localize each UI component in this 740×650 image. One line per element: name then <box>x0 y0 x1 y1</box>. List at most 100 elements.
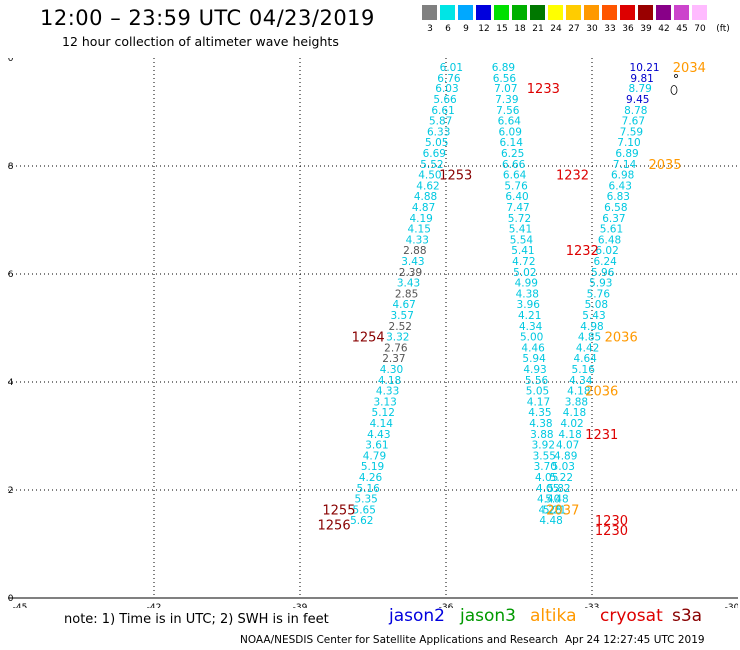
lon-tick-label: -45 <box>13 603 28 608</box>
pass-time-label: 1233 <box>527 82 560 97</box>
wave-height-value: 6.69 <box>423 148 446 160</box>
lon-tick-label: -42 <box>147 603 162 608</box>
wave-height-value: 8.79 <box>628 83 651 95</box>
wave-height-value: 4.48 <box>539 515 562 527</box>
wave-height-value: 5.96 <box>591 267 615 279</box>
wave-height-value: 5.48 <box>545 494 568 506</box>
wave-height-value: 3.32 <box>386 332 409 344</box>
wave-height-value: 4.33 <box>406 234 429 246</box>
scale-swatch-42 <box>656 5 671 20</box>
wave-height-value: 4.07 <box>556 440 579 452</box>
wave-height-value: 5.08 <box>585 299 608 311</box>
wave-height-value: 5.62 <box>350 515 373 527</box>
scale-swatch-27 <box>566 5 581 20</box>
wave-height-map: -45-42-39-36-33-30403836343230 6.016.766… <box>8 58 738 608</box>
wave-height-value: 5.61 <box>600 224 623 236</box>
wave-height-value: 4.89 <box>554 450 577 462</box>
wave-height-value: 5.54 <box>510 234 534 246</box>
wave-height-value: 5.65 <box>353 504 376 516</box>
map-title: 12:00 – 23:59 UTC 04/23/2019 <box>40 6 375 30</box>
scale-swatch-70 <box>692 5 707 20</box>
wave-height-value: 8.78 <box>624 105 647 117</box>
graticule <box>8 58 738 599</box>
wave-height-value: 5.94 <box>522 353 546 365</box>
wave-height-value: 4.14 <box>370 418 394 430</box>
scale-swatch-39 <box>638 5 653 20</box>
wave-height-value: 6.83 <box>607 191 630 203</box>
pass-time-label: 1254 <box>352 331 385 346</box>
wave-height-value: 5.43 <box>582 310 605 322</box>
wave-height-value: 7.39 <box>495 94 518 106</box>
wave-height-value: 5.52 <box>420 159 443 171</box>
wave-height-value: 3.43 <box>401 256 424 268</box>
wave-height-value: 4.18 <box>567 386 590 398</box>
footer-credit: NOAA/NESDIS Center for Satellite Applica… <box>240 634 558 646</box>
pass-time-labels: 2034 1233 2035 1253 1232 1232 2036 1254 2036 1231… <box>318 61 706 539</box>
wave-height-value: 2.52 <box>389 321 412 333</box>
wave-height-value: 4.43 <box>367 429 390 441</box>
wave-height-value: 4.46 <box>521 342 545 354</box>
wave-height-value: 6.61 <box>431 105 454 117</box>
wave-height-value: 6.01 <box>440 62 463 74</box>
pass-time-label: 2036 <box>585 385 618 400</box>
wave-height-value: 5.03 <box>552 461 575 473</box>
satellite-s3a: s3a <box>672 606 703 626</box>
scale-label-9: 9 <box>463 24 469 34</box>
scale-label-6: 6 <box>445 24 451 34</box>
wave-height-value: 5.22 <box>550 472 573 484</box>
scale-label-70: 70 <box>694 24 706 34</box>
scale-label-36: 36 <box>622 24 634 34</box>
wave-height-value: 6.76 <box>437 73 461 85</box>
lat-tick-label: 40 <box>8 58 14 64</box>
wave-height-value: 4.05 <box>535 472 558 484</box>
wave-height-value: 5.41 <box>509 224 532 236</box>
scale-label-33: 33 <box>604 24 616 34</box>
wave-height-value: 6.37 <box>602 213 625 225</box>
wave-height-value: 4.30 <box>380 364 403 376</box>
lon-tick-label: -30 <box>725 603 738 608</box>
pass-time-label: 1232 <box>556 169 589 184</box>
wave-height-value: 4.67 <box>392 299 415 311</box>
wave-height-value: 5.76 <box>504 180 528 192</box>
wave-height-value: 6.58 <box>604 202 627 214</box>
scale-swatch-3 <box>422 5 437 20</box>
wave-height-value: 4.18 <box>563 407 586 419</box>
scale-swatch-45 <box>674 5 689 20</box>
wave-height-value: 6.02 <box>595 245 618 257</box>
wave-height-value: 4.38 <box>516 288 539 300</box>
wave-height-value: 4.93 <box>523 364 546 376</box>
wave-height-value: 10.21 <box>630 62 660 74</box>
wave-height-value: 4.34 <box>519 321 543 333</box>
wave-height-value: 3.88 <box>530 429 553 441</box>
pass-time-label: 1253 <box>439 169 472 184</box>
scale-swatch-12 <box>476 5 491 20</box>
wave-height-value: 7.67 <box>622 116 645 128</box>
scale-swatch-24 <box>548 5 563 20</box>
wave-height-value: 3.55 <box>533 450 556 462</box>
lat-tick-label: 34 <box>8 378 14 388</box>
wave-height-value: 4.28 <box>538 504 561 516</box>
pass-time-label: 2036 <box>605 331 638 346</box>
pass-time-label: 1232 <box>566 244 599 259</box>
scale-label-42: 42 <box>658 24 670 34</box>
wave-height-value: 3.96 <box>517 299 541 311</box>
pass-time-label: 1256 <box>318 519 351 534</box>
wave-height-value: 5.35 <box>354 494 377 506</box>
wave-height-value: 2.37 <box>382 353 405 365</box>
scale-label-24: 24 <box>550 24 562 34</box>
footer-timestamp: Apr 24 12:27:45 UTC 2019 <box>565 634 705 646</box>
wave-height-value: 4.40 <box>537 494 560 506</box>
wave-height-value: 6.14 <box>500 137 524 149</box>
scale-label-15: 15 <box>496 24 508 34</box>
wave-height-value: 3.88 <box>565 396 588 408</box>
pass-time-label: 2035 <box>648 158 681 173</box>
wave-height-labels: 6.016.766.035.666.615.876.335.056.695.52… <box>350 62 659 527</box>
wave-height-value: 3.92 <box>532 440 555 452</box>
lon-tick-label: -39 <box>293 603 308 608</box>
wave-height-value: 3.43 <box>397 278 420 290</box>
wave-height-value: 3.13 <box>373 396 396 408</box>
wave-height-value: 7.56 <box>496 105 520 117</box>
wave-height-value: 5.05 <box>526 386 549 398</box>
wave-height-value: 4.05 <box>536 483 559 495</box>
scale-label-18: 18 <box>514 24 526 34</box>
